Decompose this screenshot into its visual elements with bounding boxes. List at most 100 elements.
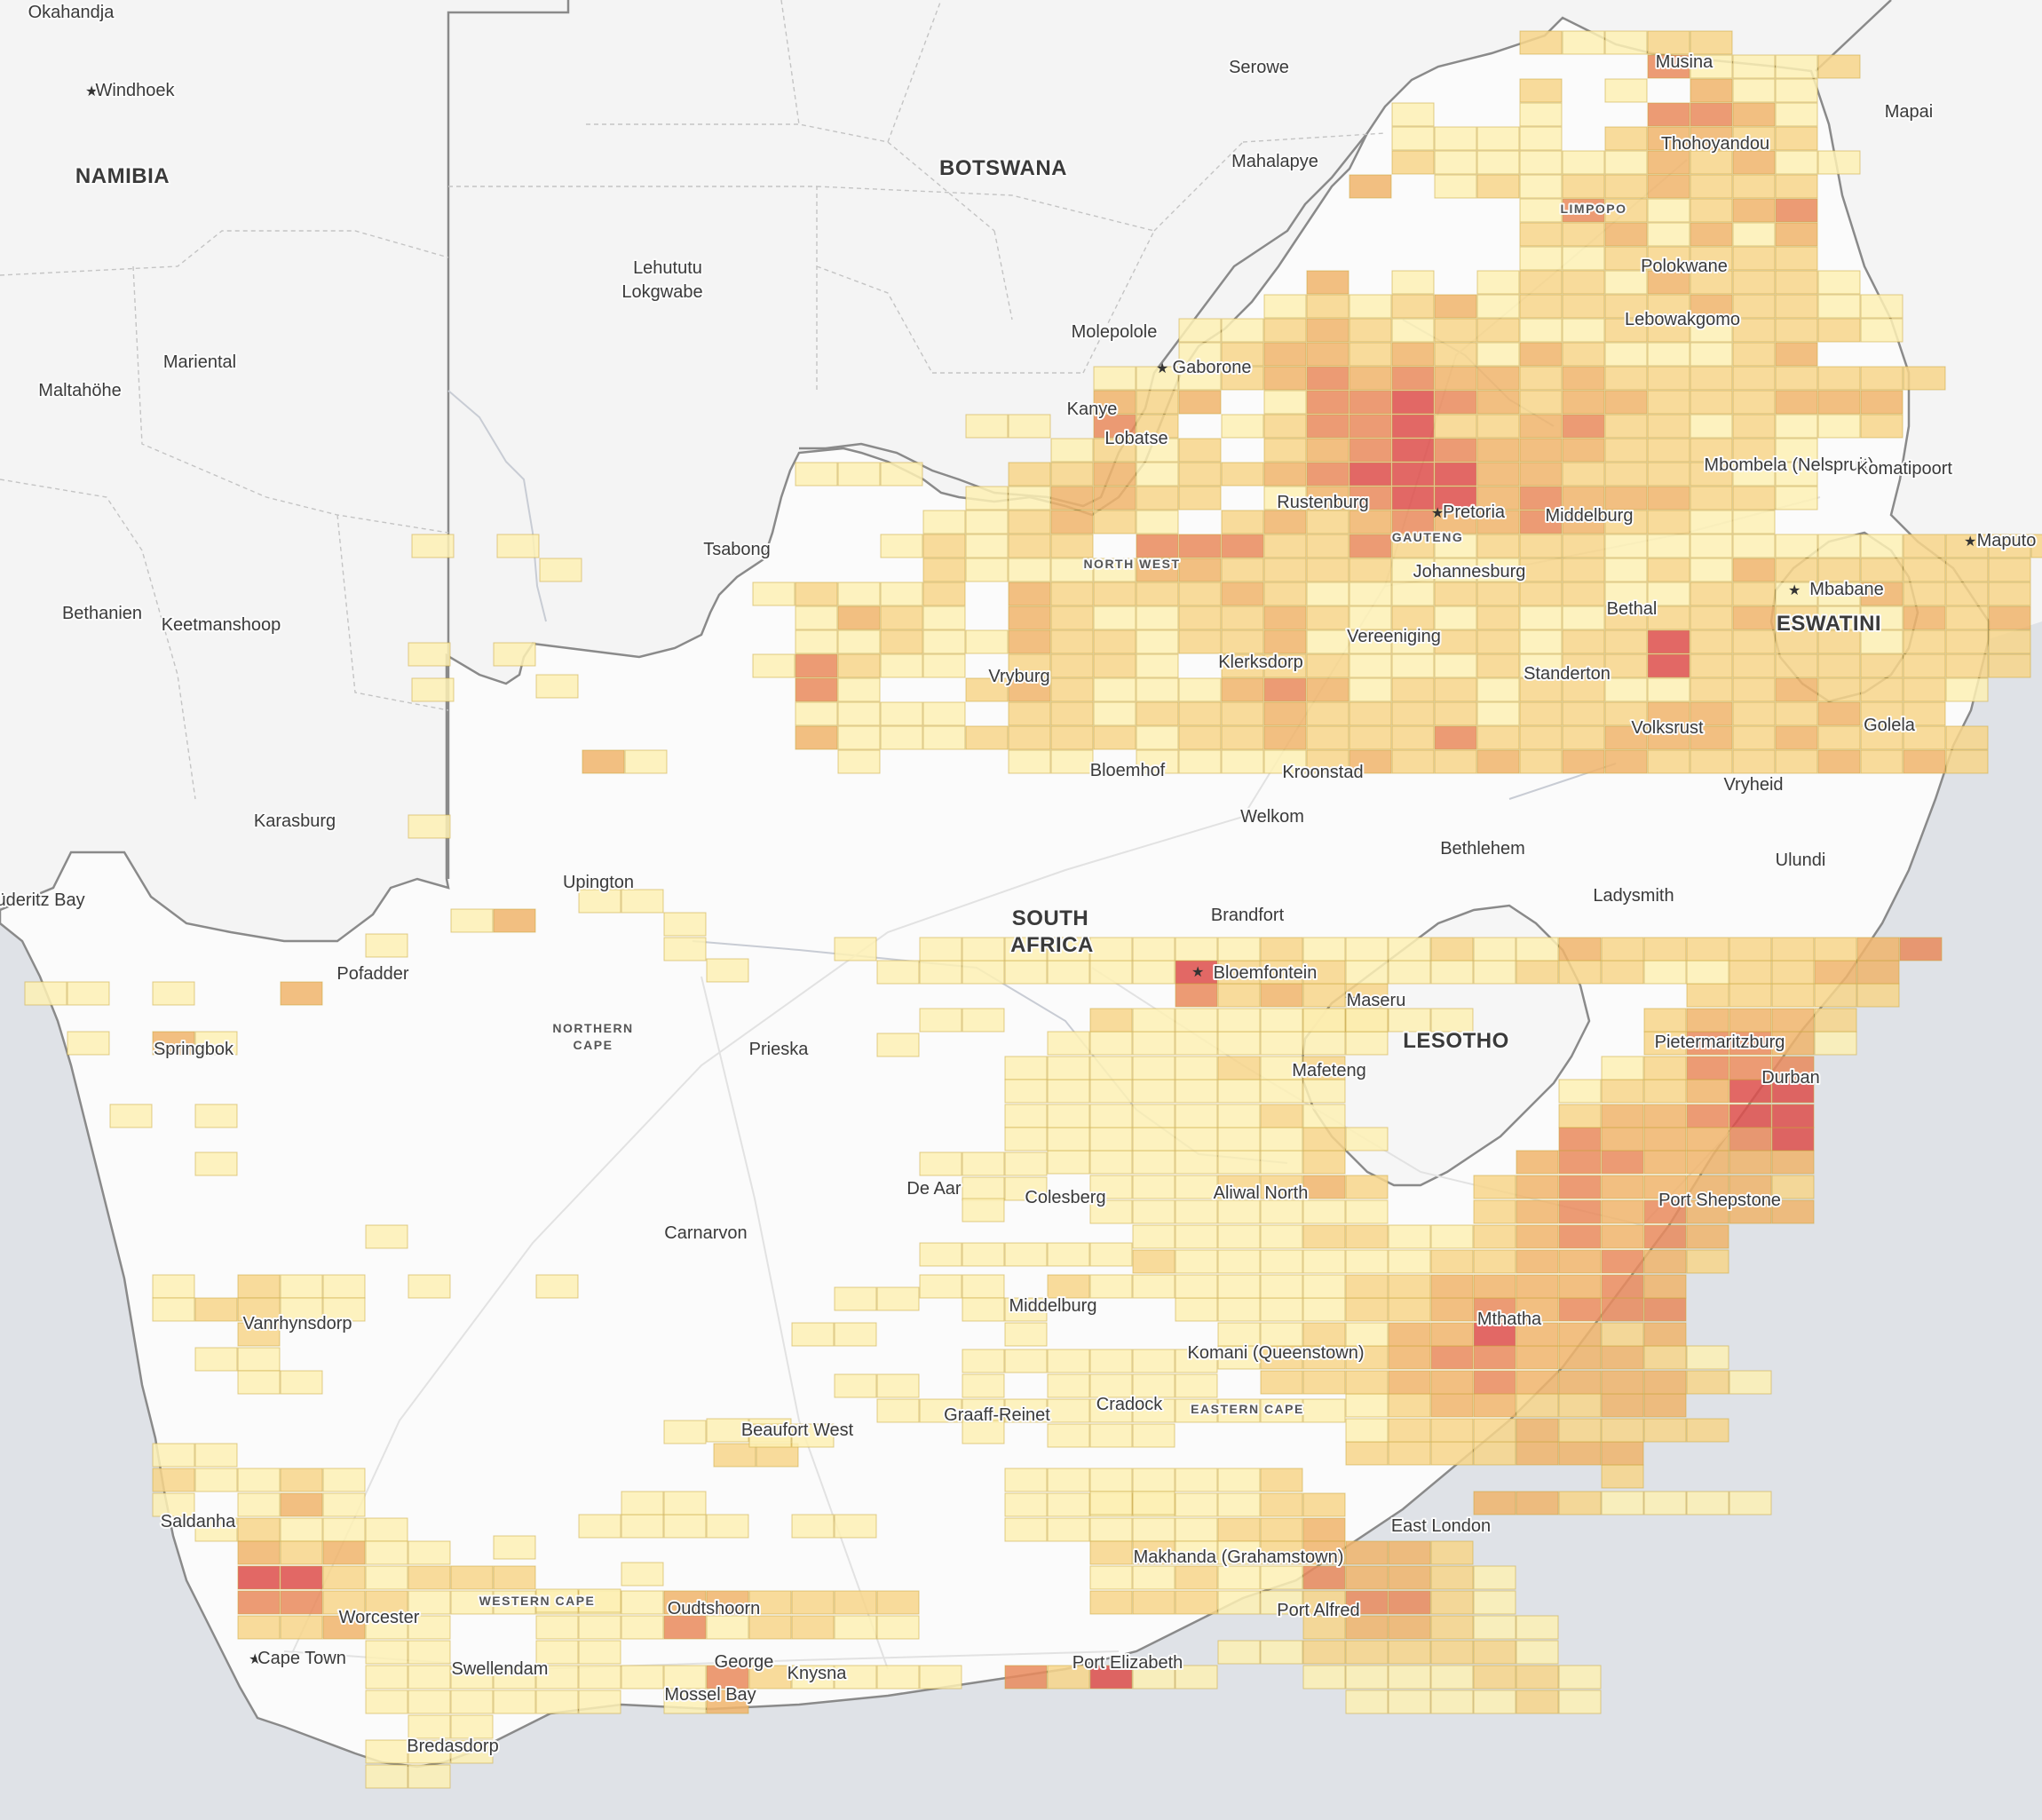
heatmap-cell[interactable] xyxy=(1430,1393,1474,1418)
heatmap-cell[interactable] xyxy=(1263,725,1307,750)
heatmap-cell[interactable] xyxy=(280,1565,323,1590)
heatmap-cell[interactable] xyxy=(1817,605,1861,630)
heatmap-cell[interactable] xyxy=(1519,150,1563,175)
heatmap-cell[interactable] xyxy=(1089,1349,1133,1373)
heatmap-cell[interactable] xyxy=(1558,1249,1602,1274)
heatmap-cell[interactable] xyxy=(1562,438,1605,463)
heatmap-cell[interactable] xyxy=(1860,558,1903,582)
heatmap-cell[interactable] xyxy=(194,1443,238,1468)
heatmap-cell[interactable] xyxy=(1008,629,1051,654)
heatmap-cell[interactable] xyxy=(1302,1590,1346,1615)
heatmap-cell[interactable] xyxy=(1732,677,1776,702)
heatmap-cell[interactable] xyxy=(1558,960,1602,985)
heatmap-cell[interactable] xyxy=(1260,1031,1303,1056)
heatmap-cell[interactable] xyxy=(1217,1104,1261,1128)
heatmap-cell[interactable] xyxy=(663,1615,707,1640)
heatmap-cell[interactable] xyxy=(1345,1441,1389,1466)
heatmap-cell[interactable] xyxy=(1473,1565,1516,1590)
heatmap-cell[interactable] xyxy=(1903,653,1946,678)
heatmap-cell[interactable] xyxy=(1775,270,1818,295)
heatmap-cell[interactable] xyxy=(1856,983,1900,1008)
heatmap-cell[interactable] xyxy=(880,605,923,630)
heatmap-cell[interactable] xyxy=(1050,438,1094,463)
heatmap-cell[interactable] xyxy=(1175,1590,1218,1615)
heatmap-cell[interactable] xyxy=(1430,937,1474,961)
heatmap-cell[interactable] xyxy=(1562,510,1605,534)
heatmap-cell[interactable] xyxy=(1306,605,1349,630)
heatmap-cell[interactable] xyxy=(1945,582,1989,606)
heatmap-cell[interactable] xyxy=(1434,629,1477,654)
heatmap-cell[interactable] xyxy=(1260,1079,1303,1104)
heatmap-cell[interactable] xyxy=(237,1468,281,1492)
heatmap-cell[interactable] xyxy=(1302,1517,1346,1542)
heatmap-cell[interactable] xyxy=(1516,1150,1559,1175)
heatmap-cell[interactable] xyxy=(152,1297,195,1322)
heatmap-cell[interactable] xyxy=(1050,558,1094,582)
heatmap-cell[interactable] xyxy=(1260,1398,1303,1423)
heatmap-cell[interactable] xyxy=(1050,605,1094,630)
heatmap-cell[interactable] xyxy=(1686,1345,1729,1370)
heatmap-cell[interactable] xyxy=(237,1517,281,1542)
heatmap-cell[interactable] xyxy=(1260,960,1303,985)
heatmap-cell[interactable] xyxy=(1136,438,1179,463)
heatmap-cell[interactable] xyxy=(1050,677,1094,702)
heatmap-cell[interactable] xyxy=(322,1517,366,1542)
heatmap-cell[interactable] xyxy=(1473,1199,1516,1224)
heatmap-cell[interactable] xyxy=(1263,534,1307,558)
heatmap-cell[interactable] xyxy=(1604,653,1648,678)
heatmap-cell[interactable] xyxy=(1089,1540,1133,1565)
heatmap-cell[interactable] xyxy=(1516,1441,1559,1466)
heatmap-cell[interactable] xyxy=(1089,1104,1133,1128)
heatmap-cell[interactable] xyxy=(1647,270,1690,295)
heatmap-cell[interactable] xyxy=(1647,294,1690,319)
heatmap-cell[interactable] xyxy=(1476,605,1520,630)
heatmap-cell[interactable] xyxy=(1047,960,1090,985)
heatmap-cell[interactable] xyxy=(1562,270,1605,295)
heatmap-cell[interactable] xyxy=(1391,390,1435,415)
heatmap-cell[interactable] xyxy=(1047,1127,1090,1151)
heatmap-cell[interactable] xyxy=(1221,558,1264,582)
heatmap-cell[interactable] xyxy=(1643,1127,1687,1151)
heatmap-cell[interactable] xyxy=(408,1689,451,1714)
heatmap-cell[interactable] xyxy=(1562,725,1605,750)
heatmap-cell[interactable] xyxy=(1302,1031,1346,1056)
heatmap-cell[interactable] xyxy=(1562,174,1605,199)
heatmap-cell[interactable] xyxy=(1732,438,1776,463)
heatmap-cell[interactable] xyxy=(1476,438,1520,463)
heatmap-cell[interactable] xyxy=(1217,1175,1261,1199)
heatmap-cell[interactable] xyxy=(1217,1150,1261,1175)
heatmap-cell[interactable] xyxy=(1601,1370,1644,1395)
heatmap-cell[interactable] xyxy=(965,558,1009,582)
heatmap-cell[interactable] xyxy=(1473,1491,1516,1515)
heatmap-cell[interactable] xyxy=(1178,701,1222,726)
heatmap-cell[interactable] xyxy=(1093,701,1136,726)
heatmap-cell[interactable] xyxy=(663,1590,707,1615)
heatmap-cell[interactable] xyxy=(1175,983,1218,1008)
heatmap-cell[interactable] xyxy=(706,1514,749,1539)
heatmap-cell[interactable] xyxy=(1047,1349,1090,1373)
heatmap-cell[interactable] xyxy=(752,582,795,606)
heatmap-cell[interactable] xyxy=(1004,1056,1048,1080)
heatmap-cell[interactable] xyxy=(1647,246,1690,271)
heatmap-cell[interactable] xyxy=(1349,318,1392,343)
heatmap-cell[interactable] xyxy=(1562,246,1605,271)
heatmap-cell[interactable] xyxy=(1008,605,1051,630)
heatmap-cell[interactable] xyxy=(194,1104,238,1128)
heatmap-cell[interactable] xyxy=(1988,558,2031,582)
heatmap-cell[interactable] xyxy=(1004,1349,1048,1373)
heatmap-cell[interactable] xyxy=(1260,983,1303,1008)
heatmap-cell[interactable] xyxy=(1775,653,1818,678)
heatmap-cell[interactable] xyxy=(1647,390,1690,415)
heatmap-cell[interactable] xyxy=(1391,558,1435,582)
heatmap-cell[interactable] xyxy=(1558,1665,1602,1689)
heatmap-cell[interactable] xyxy=(1775,174,1818,199)
heatmap-cell[interactable] xyxy=(1690,126,1733,151)
heatmap-cell[interactable] xyxy=(1643,1322,1687,1347)
heatmap-cell[interactable] xyxy=(1430,960,1474,985)
heatmap-cell[interactable] xyxy=(876,1286,920,1311)
heatmap-cell[interactable] xyxy=(1306,725,1349,750)
heatmap-cell[interactable] xyxy=(880,701,923,726)
heatmap-cell[interactable] xyxy=(837,582,881,606)
heatmap-cell[interactable] xyxy=(1562,198,1605,223)
heatmap-cell[interactable] xyxy=(1047,1373,1090,1398)
